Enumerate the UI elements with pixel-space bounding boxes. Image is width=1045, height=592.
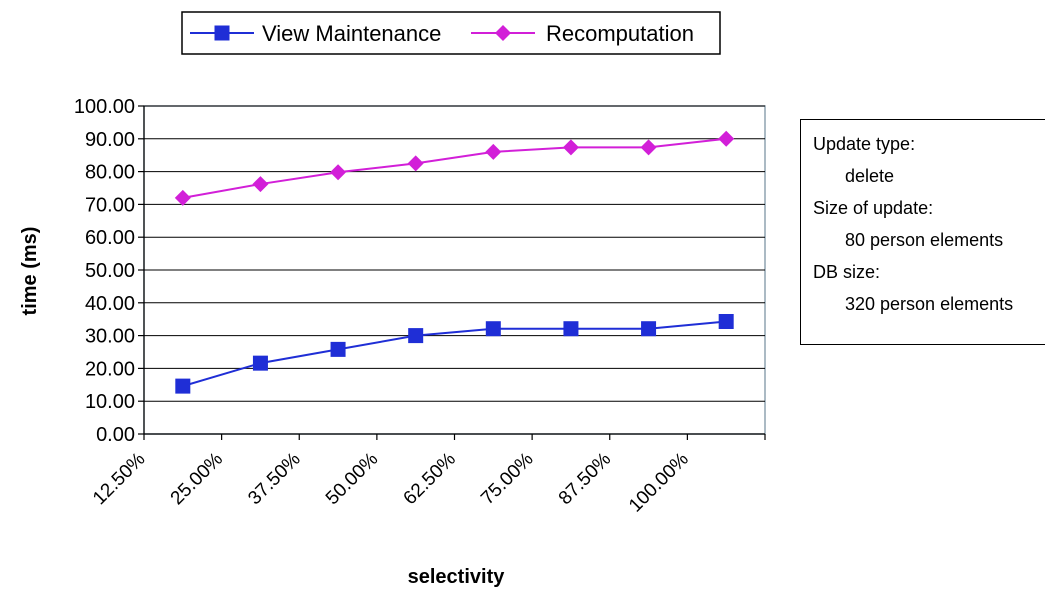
size-of-update-value: 80 person elements — [845, 230, 1004, 250]
x-tick-label: 62.50% — [400, 449, 460, 509]
info-box: Update type: delete Size of update: 80 p… — [800, 119, 1045, 345]
x-axis-ticks: 12.50% 25.00% 37.50% 50.00% 62.50% 75.00% 87.5… — [89, 434, 766, 517]
y-tick-label: 90.00 — [85, 129, 135, 151]
legend-box — [181, 11, 721, 55]
y-tick-label: 0.00 — [96, 424, 135, 446]
x-tick-label: 25.00% — [167, 449, 227, 509]
y-tick-label: 60.00 — [85, 227, 135, 249]
y-tick-label: 100.00 — [74, 96, 135, 118]
y-tick-label: 30.00 — [85, 326, 135, 348]
y-tick-label: 40.00 — [85, 293, 135, 315]
series-line — [182, 320, 727, 388]
gridlines — [144, 105, 765, 402]
legend: View Maintenance Recomputation — [181, 11, 721, 55]
size-of-update-label: Size of update: — [813, 198, 934, 218]
data-point — [407, 155, 424, 172]
data-point — [330, 164, 347, 181]
y-axis-title: time (ms) — [19, 227, 41, 316]
data-point — [174, 189, 191, 206]
data-point — [563, 321, 579, 337]
legend-marker — [214, 25, 230, 41]
x-tick-label: 50.00% — [322, 449, 382, 509]
series-layer — [174, 130, 735, 394]
data-point — [718, 313, 734, 329]
y-tick-label: 70.00 — [85, 194, 135, 216]
db-size-value: 320 person elements — [845, 294, 1014, 314]
legend-label: Recomputation — [546, 21, 694, 46]
data-point — [252, 176, 269, 193]
y-tick-label: 80.00 — [85, 162, 135, 184]
data-point — [408, 328, 424, 344]
data-point — [640, 139, 657, 156]
update-type-value: delete — [845, 166, 895, 186]
data-point — [330, 341, 346, 357]
x-tick-label: 37.50% — [244, 449, 304, 509]
legend-marker — [495, 25, 511, 41]
x-tick-label: 75.00% — [477, 449, 537, 509]
db-size-label: DB size: — [813, 262, 881, 282]
y-tick-label: 20.00 — [85, 358, 135, 380]
data-point — [641, 321, 657, 337]
series-recomputation — [174, 130, 735, 206]
y-tick-label: 50.00 — [85, 260, 135, 282]
data-point — [562, 139, 579, 156]
x-tick-label: 100.00% — [625, 449, 693, 517]
data-point — [485, 321, 501, 337]
y-axis-ticks: 0.00 10.00 20.00 30.00 40.00 50.00 60.00 70.00 8… — [74, 96, 144, 446]
x-tick-label: 87.50% — [555, 449, 615, 509]
y-tick-label: 10.00 — [85, 391, 135, 413]
x-tick-label: 12.50% — [89, 449, 149, 509]
update-type-label: Update type: — [813, 134, 916, 154]
legend-label: View Maintenance — [262, 21, 441, 46]
data-point — [175, 378, 191, 394]
data-point — [718, 130, 735, 147]
data-point — [485, 143, 502, 160]
legend-entry: View Maintenance — [190, 21, 441, 46]
x-axis-title: selectivity — [408, 566, 506, 588]
series-line — [182, 137, 727, 199]
legend-entry: Recomputation — [471, 21, 694, 46]
series-view-maintenance — [175, 313, 734, 394]
data-point — [252, 355, 268, 371]
